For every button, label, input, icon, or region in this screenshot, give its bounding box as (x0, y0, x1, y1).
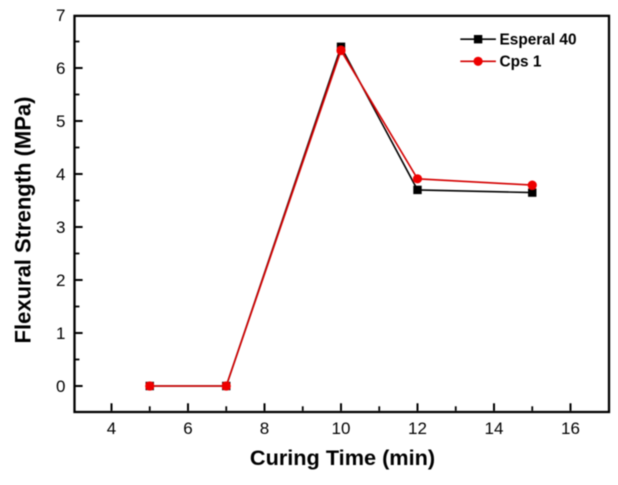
svg-text:6: 6 (183, 419, 192, 438)
svg-text:7: 7 (56, 6, 65, 25)
svg-text:3: 3 (56, 218, 65, 237)
svg-text:1: 1 (56, 324, 65, 343)
svg-text:Flexural Strength (MPa): Flexural Strength (MPa) (11, 97, 36, 344)
svg-text:0: 0 (56, 377, 65, 396)
svg-text:16: 16 (561, 419, 580, 438)
svg-text:10: 10 (332, 419, 351, 438)
svg-text:4: 4 (56, 165, 65, 184)
svg-text:12: 12 (408, 419, 427, 438)
svg-text:Curing Time (min): Curing Time (min) (250, 445, 435, 470)
svg-text:8: 8 (260, 419, 269, 438)
svg-text:5: 5 (56, 112, 65, 131)
svg-text:14: 14 (485, 419, 504, 438)
svg-text:Esperal 40: Esperal 40 (500, 31, 577, 48)
svg-text:Cps 1: Cps 1 (500, 54, 542, 71)
svg-text:6: 6 (56, 59, 65, 78)
svg-text:2: 2 (56, 271, 65, 290)
svg-text:4: 4 (107, 419, 116, 438)
